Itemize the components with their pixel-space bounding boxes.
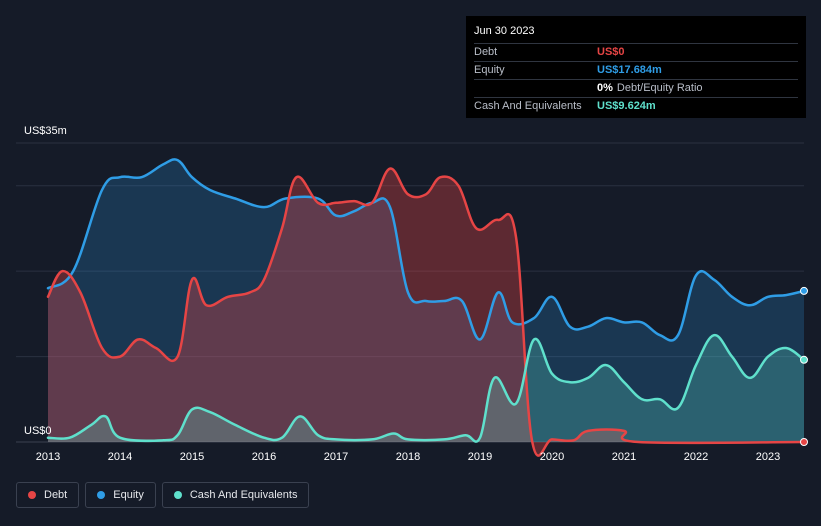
tooltip-row-debt: Debt US$0 bbox=[474, 43, 798, 61]
debt-area bbox=[48, 168, 804, 456]
x-tick-label: 2018 bbox=[396, 451, 420, 463]
tooltip-panel: Jun 30 2023 Debt US$0 Equity US$17.684m … bbox=[466, 16, 806, 118]
x-tick-label: 2014 bbox=[108, 451, 132, 463]
equity-dot-icon bbox=[97, 491, 106, 499]
equity-end-marker bbox=[800, 286, 808, 295]
x-tick-label: 2023 bbox=[756, 451, 780, 463]
tooltip-ratio-label: Debt/Equity Ratio bbox=[616, 82, 703, 94]
series-lines bbox=[46, 158, 806, 457]
debt-line bbox=[46, 167, 806, 457]
tooltip-row-cash: Cash And Equivalents US$9.624m bbox=[474, 97, 798, 115]
tooltip-value-ratio: 0% bbox=[597, 82, 613, 94]
x-tick-label: 2013 bbox=[36, 451, 60, 463]
x-tick-label: 2021 bbox=[612, 451, 636, 463]
cash-and-equivalents-line bbox=[46, 333, 806, 443]
tooltip-label: Debt bbox=[474, 46, 498, 58]
legend-label: Cash And Equivalents bbox=[189, 489, 298, 501]
x-tick-label: 2020 bbox=[540, 451, 564, 463]
cash-dot-icon bbox=[173, 491, 182, 499]
x-tick-label: 2015 bbox=[180, 451, 204, 463]
x-axis-ticks: 2013 2014 2015 2016 2017 2018 2019 2020 2021 2022… bbox=[36, 451, 780, 463]
x-tick-label: 2019 bbox=[468, 451, 492, 463]
cash-and-equivalents-end-marker bbox=[800, 355, 808, 364]
tooltip-row-ratio: 0% Debt/Equity Ratio bbox=[474, 79, 798, 97]
debt-dot-icon bbox=[28, 491, 36, 499]
x-tick-label: 2016 bbox=[252, 451, 276, 463]
end-markers bbox=[800, 286, 808, 446]
x-tick-label: 2022 bbox=[684, 451, 708, 463]
tooltip-value-equity: US$17.684m bbox=[597, 64, 662, 76]
debt-end-marker bbox=[800, 438, 808, 446]
tooltip-label: Equity bbox=[474, 64, 505, 76]
tooltip-value-cash: US$9.624m bbox=[597, 100, 656, 112]
legend-label: Equity bbox=[113, 489, 144, 501]
legend-item-debt[interactable]: Debt bbox=[16, 482, 80, 508]
tooltip-label bbox=[474, 80, 597, 97]
legend-item-equity[interactable]: Equity bbox=[85, 482, 156, 508]
y-axis-top-label: US$35m bbox=[24, 125, 67, 137]
equity-line bbox=[46, 158, 806, 342]
legend: Debt Equity Cash And Equivalents bbox=[16, 482, 310, 508]
tooltip-label: Cash And Equivalents bbox=[474, 100, 582, 112]
tooltip-value-debt: US$0 bbox=[597, 46, 625, 58]
series-areas bbox=[48, 159, 804, 456]
legend-item-cash[interactable]: Cash And Equivalents bbox=[161, 482, 310, 508]
cash-and-equivalents-area bbox=[48, 335, 804, 442]
legend-label: Debt bbox=[44, 489, 68, 501]
tooltip-row-equity: Equity US$17.684m bbox=[474, 61, 798, 79]
y-axis-bottom-label: US$0 bbox=[24, 425, 52, 437]
x-tick-label: 2017 bbox=[324, 451, 348, 463]
tooltip-date: Jun 30 2023 bbox=[474, 25, 535, 37]
